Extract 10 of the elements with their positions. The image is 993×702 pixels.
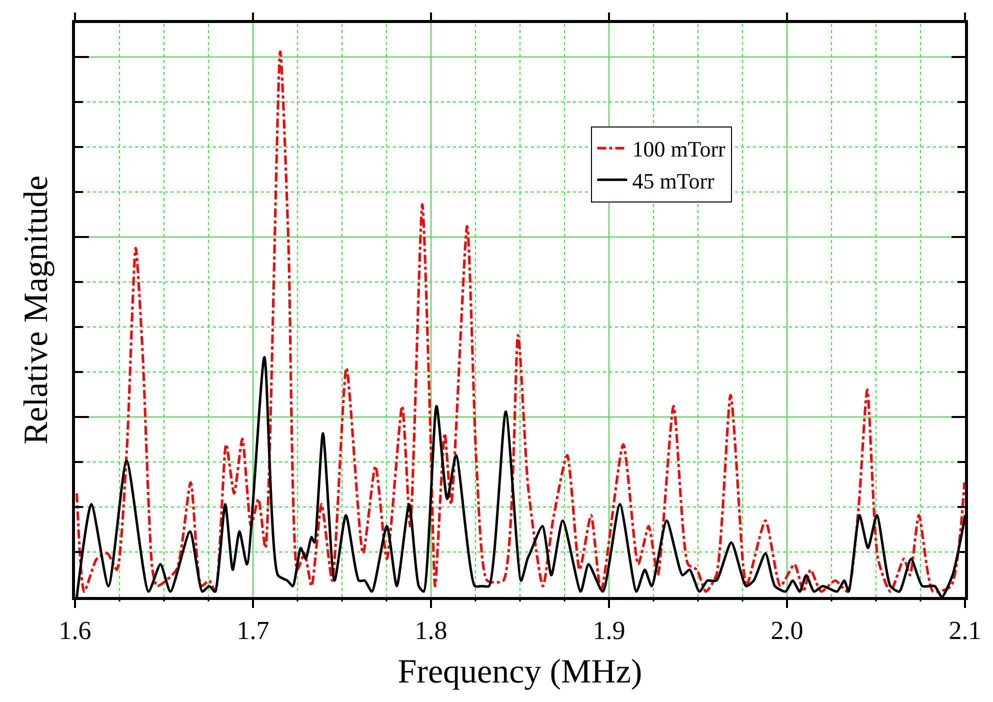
legend-label: 45 mTorr xyxy=(632,168,716,194)
x-tick-label: 1.7 xyxy=(236,616,270,645)
legend-label: 100 mTorr xyxy=(632,136,726,162)
x-tick-label: 2.1 xyxy=(948,616,982,645)
y-axis-title: Relative Magnitude xyxy=(18,175,55,445)
x-tick-label: 1.9 xyxy=(592,616,626,645)
x-tick-label: 1.6 xyxy=(58,616,92,645)
x-tick-label: 1.8 xyxy=(414,616,448,645)
x-tick-label: 2.0 xyxy=(770,616,804,645)
x-axis-title: Frequency (MHz) xyxy=(398,653,642,690)
